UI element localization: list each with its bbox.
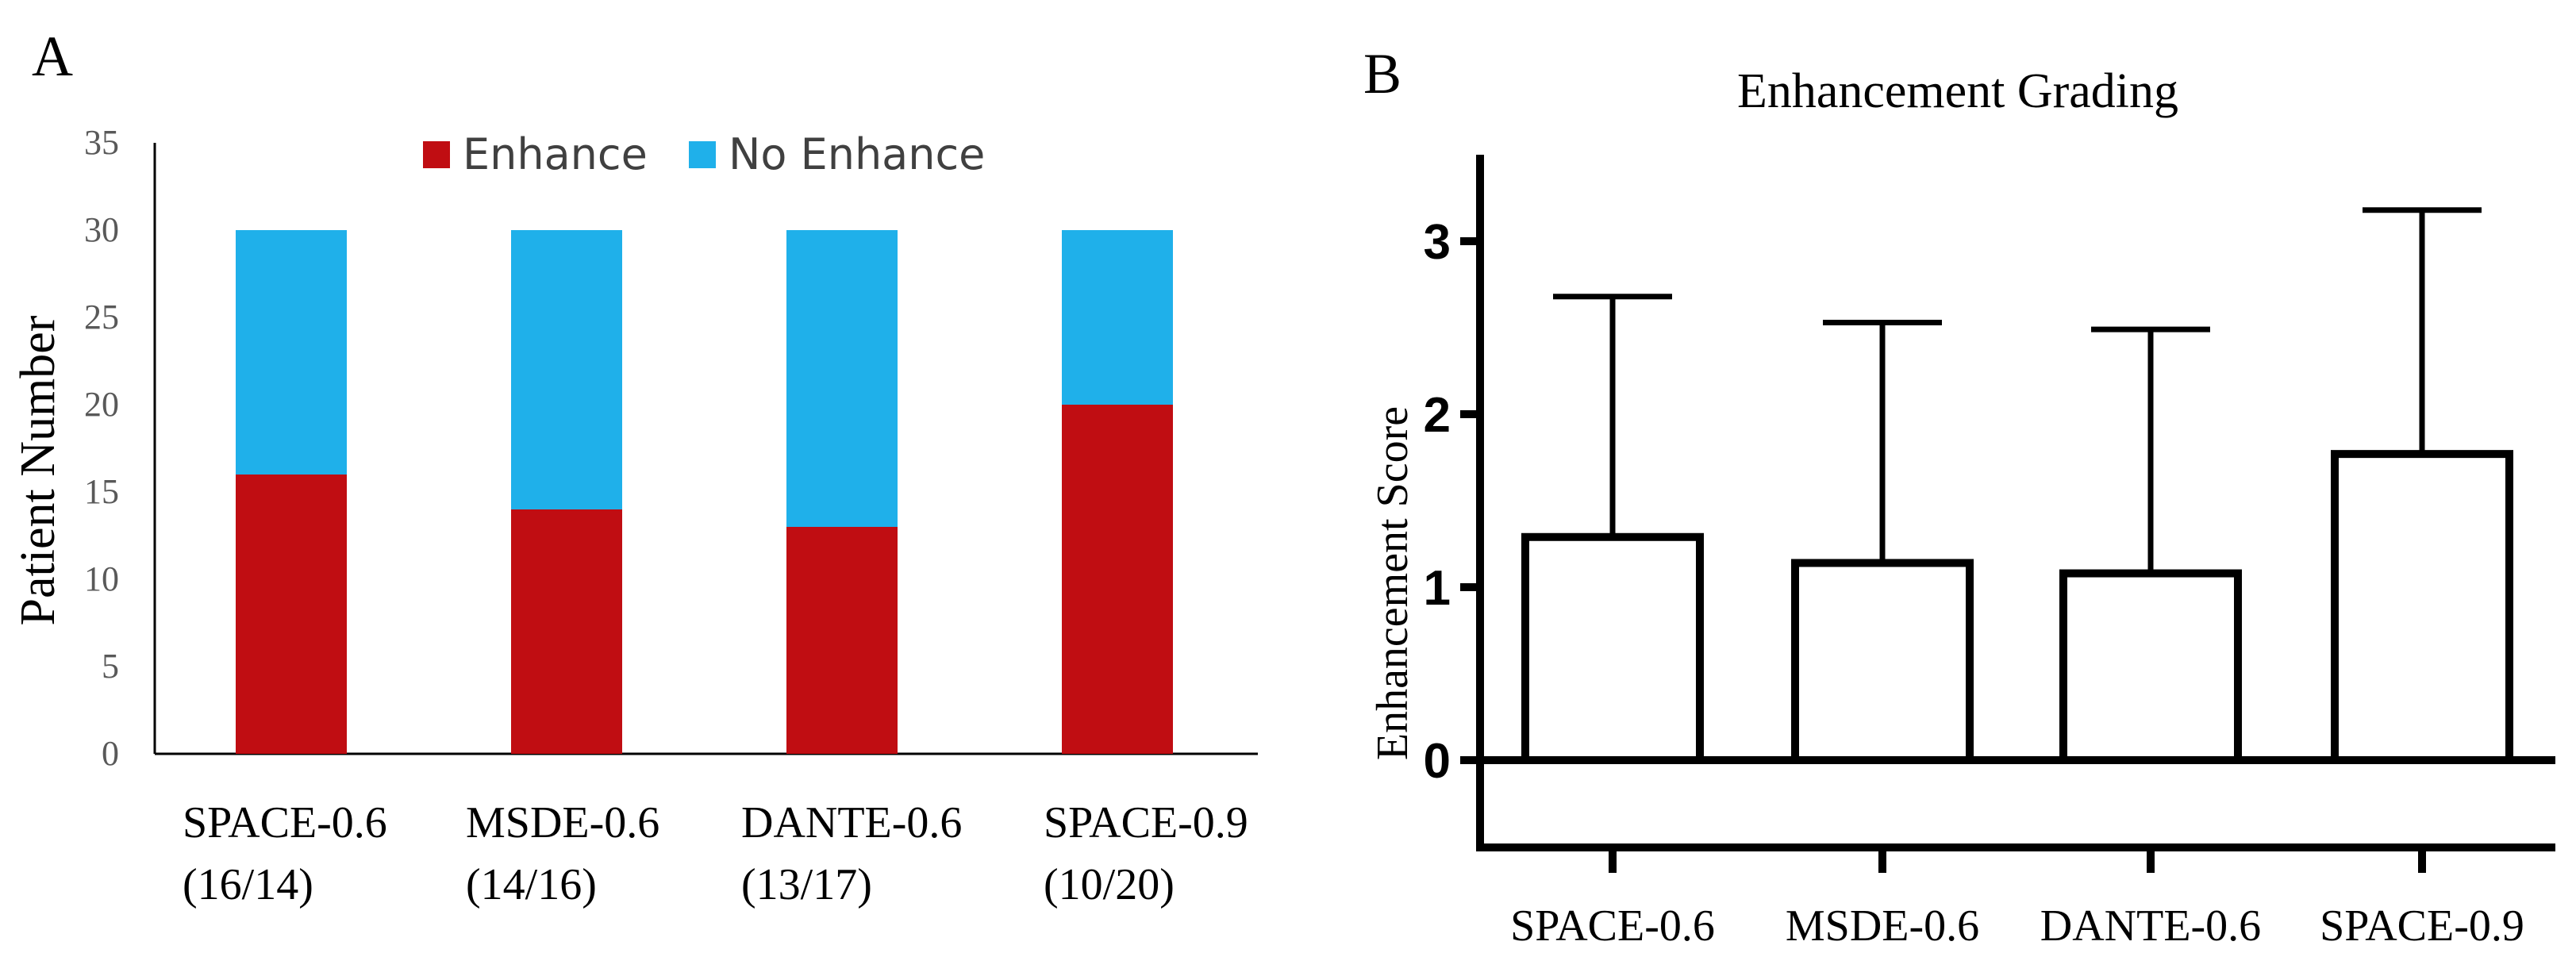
- bar-no-enhance-space-0-9: [1062, 230, 1173, 405]
- bar-space-0-9: [2331, 450, 2513, 764]
- y-tick-label-b: 0: [1424, 734, 1451, 789]
- bar-enhance-msde-0-6: [511, 509, 622, 754]
- y-tick-label-a: 10: [84, 559, 119, 598]
- bar-enhance-space-0-9: [1062, 405, 1173, 754]
- legend-label-no-enhance: No Enhance: [729, 129, 985, 179]
- x-tick-sublabel-a: (14/16): [466, 860, 597, 909]
- y-tick-label-b: 1: [1424, 561, 1451, 616]
- legend-a: Enhance No Enhance: [423, 129, 985, 179]
- y-axis-label-a: Patient Number: [11, 315, 65, 625]
- y-tick-label-a: 15: [84, 472, 119, 511]
- bar-no-enhance-space-0-6: [236, 230, 347, 475]
- x-tick-label-a: SPACE-0.6: [183, 798, 387, 847]
- x-tick-label-a: MSDE-0.6: [466, 798, 659, 847]
- bar-no-enhance-dante-0-6: [786, 230, 898, 527]
- y-tick-label-a: 5: [102, 647, 119, 686]
- panel-a-chart: A Patient Number 0 5 10 15 20 25 30 35 SPACE-0.…: [11, 25, 1258, 909]
- y-tick-label-a: 20: [84, 385, 119, 424]
- x-tick-sublabel-a: (13/17): [741, 860, 872, 909]
- y-tick-label-a: 0: [102, 734, 119, 773]
- x-tick-label-a: DANTE-0.6: [741, 798, 962, 847]
- chart-title-b: Enhancement Grading: [1737, 64, 2178, 118]
- y-axis-label-b: Enhancement Score: [1368, 406, 1417, 760]
- y-tick-label-a: 30: [84, 210, 119, 249]
- bar-no-enhance-msde-0-6: [511, 230, 622, 509]
- x-tick-sublabel-a: (10/20): [1044, 860, 1175, 909]
- x-tick-label-b: MSDE-0.6: [1786, 901, 1979, 951]
- y-tick-label-a: 35: [84, 123, 119, 162]
- y-tick-label-b: 3: [1424, 215, 1451, 270]
- y-tick-label-a: 25: [84, 298, 119, 336]
- x-tick-label-b: DANTE-0.6: [2040, 901, 2261, 951]
- bar-space-0-6: [1521, 532, 1704, 765]
- x-tick-label-a: SPACE-0.9: [1044, 798, 1248, 847]
- x-tick-label-b: SPACE-0.6: [1510, 901, 1715, 951]
- bar-enhance-dante-0-6: [786, 527, 898, 754]
- x-tick-sublabel-a: (16/14): [183, 860, 313, 909]
- legend-swatch-no-enhance: [689, 141, 716, 168]
- panel-a-label: A: [32, 25, 73, 88]
- bar-dante-0-6: [2059, 569, 2242, 764]
- x-tick-label-b: SPACE-0.9: [2320, 901, 2524, 951]
- panel-b-chart: B Enhancement Grading Enhancement Score …: [1363, 42, 2555, 951]
- bar-enhance-space-0-6: [236, 475, 347, 754]
- legend-label-enhance: Enhance: [463, 129, 648, 179]
- panel-b-label: B: [1363, 42, 1401, 106]
- legend-swatch-enhance: [423, 141, 450, 168]
- y-tick-label-b: 2: [1424, 388, 1451, 443]
- bar-msde-0-6: [1791, 559, 1974, 764]
